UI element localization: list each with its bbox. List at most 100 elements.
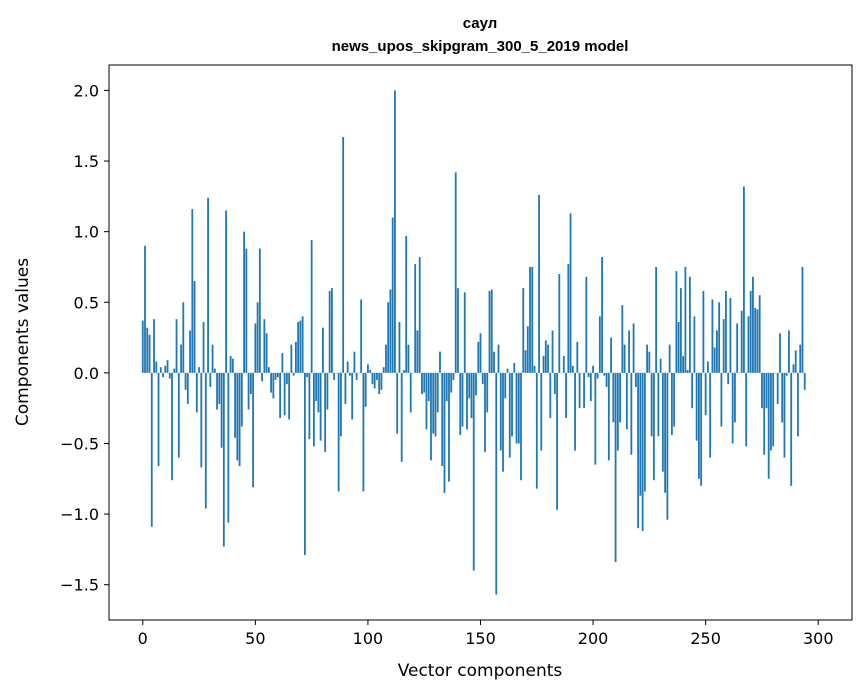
bar-71 [301,316,304,373]
bar-215 [625,372,628,430]
bar-41 [234,372,236,438]
bar-197 [585,276,588,373]
bar-272 [754,307,757,373]
bar-130 [434,372,437,437]
bar-137 [450,372,453,393]
bar-236 [673,372,676,427]
bar-87 [337,372,340,492]
bar-277 [765,372,768,409]
bar-10 [164,365,167,373]
bar-227 [652,372,655,481]
y-axis-label: Components values [13,258,33,426]
bar-146 [470,372,473,419]
bar-108 [385,344,387,373]
bar-8 [159,367,162,373]
x-axis-ticks: 0 50 100 150 200 250 300 [138,620,834,648]
bar-234 [668,344,671,373]
bar-289 [792,364,795,373]
bar-268 [745,372,748,447]
bar-148 [475,372,477,396]
bar-232 [664,372,667,493]
bar-62 [281,353,284,373]
bar-93 [351,372,354,420]
bar-126 [425,372,428,430]
bar-107 [382,367,385,373]
bar-245 [693,316,696,373]
bar-105 [378,372,381,395]
bar-273 [756,309,759,373]
bar-80 [321,327,324,373]
bar-66 [290,344,293,373]
y-tick-label-3: 0.0 [74,364,99,383]
bar-51 [256,302,259,373]
bar-189 [567,264,570,373]
bar-36 [222,372,225,547]
bar-199 [589,372,592,402]
bar-287 [788,330,790,373]
bar-132 [439,351,441,373]
bar-202 [596,372,599,379]
bar-143 [463,292,466,373]
bar-60 [276,372,279,378]
bar-145 [468,372,471,399]
bar-116 [403,370,405,373]
bar-230 [659,358,662,373]
bar-109 [387,302,390,373]
bar-293 [801,266,804,373]
bar-22 [191,209,194,373]
bar-282 [776,372,779,404]
bar-12 [168,372,171,379]
bar-69 [297,322,300,373]
bar-104 [376,372,378,380]
bar-58 [272,372,275,399]
bar-75 [310,240,313,373]
bar-188 [565,372,567,419]
bar-112 [394,90,396,373]
bar-144 [466,372,468,430]
bar-29 [207,197,209,373]
bar-19 [184,372,187,390]
bar-231 [661,372,664,472]
bar-14 [173,368,176,373]
bar-240 [682,355,685,373]
bar-101 [369,370,372,373]
bar-243 [688,276,691,373]
bar-117 [405,235,408,373]
bar-244 [691,372,694,409]
bar-154 [488,290,491,373]
bar-47 [247,372,250,410]
bar-275 [761,372,763,409]
bar-76 [312,372,315,447]
bar-267 [743,186,745,373]
bar-1 [144,245,146,373]
bar-167 [517,372,520,444]
bar-123 [418,257,421,373]
bar-39 [229,355,232,373]
bar-222 [641,372,644,532]
bar-128 [430,372,432,461]
bar-94 [353,351,356,373]
bar-257 [720,372,723,427]
bar-3 [148,334,151,373]
bar-141 [459,372,462,435]
bar-200 [592,365,594,373]
bar-203 [598,316,601,373]
y-tick-label-1: −1.0 [60,505,99,524]
bar-27 [202,322,205,373]
bar-205 [603,372,606,376]
bar-185 [558,274,561,373]
bar-224 [646,344,649,373]
bar-6 [155,361,158,373]
bar-16 [177,372,180,458]
bar-217 [630,372,633,455]
bar-118 [407,344,410,373]
bar-113 [396,372,399,434]
bar-9 [162,372,164,378]
bar-246 [695,372,698,441]
bar-278 [767,372,770,479]
bar-183 [553,372,556,395]
bar-98 [362,372,365,492]
bar-171 [526,326,529,373]
bar-228 [655,266,658,373]
